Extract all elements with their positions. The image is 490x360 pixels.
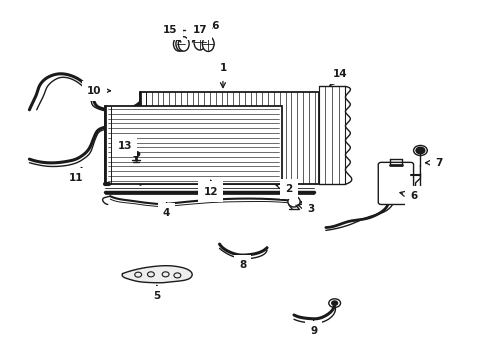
Ellipse shape	[202, 36, 214, 51]
Text: 16: 16	[204, 21, 220, 39]
Text: 3: 3	[298, 204, 315, 214]
Text: 9: 9	[310, 321, 317, 336]
Text: 13: 13	[118, 141, 136, 156]
Circle shape	[416, 147, 425, 154]
Ellipse shape	[176, 37, 187, 51]
Ellipse shape	[194, 35, 206, 50]
Text: 10: 10	[87, 86, 110, 96]
Text: 15: 15	[163, 24, 181, 42]
Circle shape	[133, 152, 140, 157]
Text: 8: 8	[239, 255, 246, 270]
Circle shape	[332, 301, 338, 305]
Text: 5: 5	[153, 285, 160, 301]
Text: 6: 6	[400, 191, 417, 201]
Text: 12: 12	[203, 181, 218, 197]
Ellipse shape	[288, 196, 300, 207]
Polygon shape	[122, 266, 192, 283]
Text: 11: 11	[69, 167, 83, 183]
Polygon shape	[140, 92, 318, 184]
Text: 14: 14	[330, 69, 348, 86]
Text: 4: 4	[163, 203, 171, 218]
FancyBboxPatch shape	[378, 162, 414, 204]
Text: 7: 7	[426, 158, 442, 168]
Text: 1: 1	[220, 63, 226, 87]
Ellipse shape	[173, 37, 184, 51]
Bar	[105, 106, 282, 184]
Text: 2: 2	[276, 184, 293, 194]
Text: 17: 17	[192, 24, 207, 42]
Ellipse shape	[178, 37, 189, 51]
